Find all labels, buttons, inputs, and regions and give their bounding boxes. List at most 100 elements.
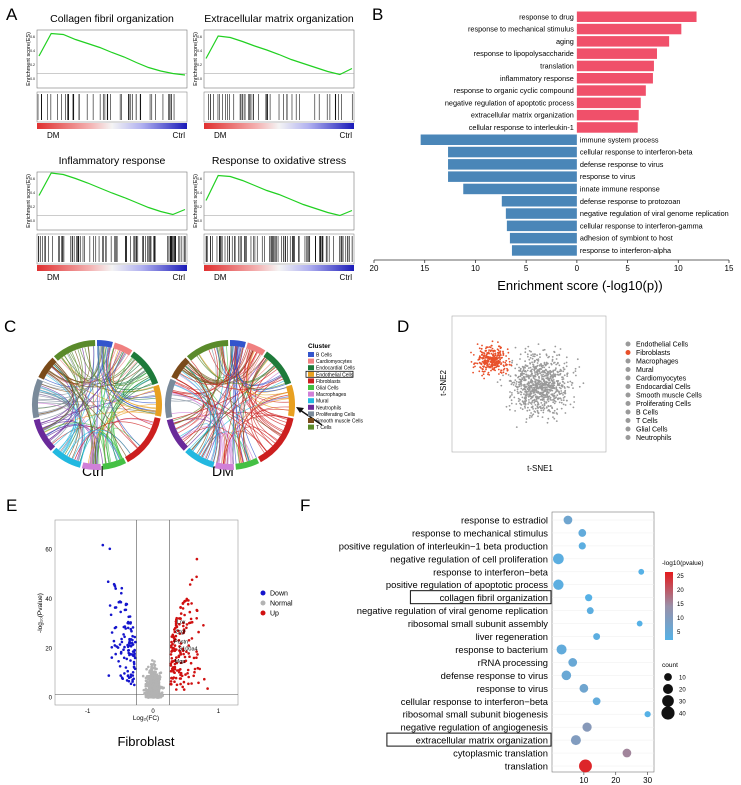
tsne-point-other [549,385,551,388]
chord-link [97,377,150,465]
volcano-point-up [172,635,175,639]
tsne-point-other [520,403,523,406]
tsne-point-other [524,407,526,409]
tsne-point-other [551,411,554,414]
volcano-point-up [177,671,181,674]
volcano-point-up [171,633,175,637]
volcano-point-down [124,602,128,606]
tsne-point-other [543,379,546,382]
volcano-point-up [175,688,178,691]
tsne-point-other [562,370,565,373]
tsne-point-other [538,379,541,382]
tsne-point-other [545,353,548,356]
volcano-point-down [106,580,110,583]
volcano-point-up [195,617,198,620]
tsne-point-other [566,386,569,388]
tsne-point-other [572,387,574,389]
tsne-point-fibroblast [505,355,507,357]
tsne-point-other [574,370,577,372]
volcano-point-normal [150,664,154,667]
tsne-point-other [540,382,543,384]
volcano-point-down [132,665,136,669]
volcano-point-down [110,631,114,634]
tsne-point-other [527,367,530,369]
bar-up [576,36,670,47]
gsea-tick-label: 0.2 [30,63,35,67]
tsne-point-other [526,353,529,356]
dotplot-size-label: 10 [679,676,686,682]
gsea-tick-label: 0.0 [197,219,202,223]
tsne-point-other [542,411,545,414]
volcano-point-normal [160,686,164,689]
tsne-point-other [525,418,528,420]
gsea-es-curve [205,35,353,76]
volcano-point-up [189,661,193,665]
volcano-point-normal [145,667,148,671]
volcano-point-up [176,629,180,633]
dotplot-point [568,658,578,667]
tsne-point-other [518,366,520,369]
chord-link [236,346,257,458]
volcano-point-normal [152,695,155,699]
bar-up [576,48,657,59]
tsne-point-other [565,356,568,359]
chord-legend-label: Proliferating Cells [316,412,356,418]
chord-sector [185,447,215,468]
bar-x-tick-label: 10 [471,264,480,273]
tsne-point-other [547,381,549,384]
chord-legend-swatch [308,398,314,404]
dotplot-term-label: response to estradiol [461,515,548,526]
volcano-point-up [171,646,175,650]
tsne-point-other [546,399,549,401]
tsne-point-other [545,361,548,364]
tsne-legend-label: Endothelial Cells [636,342,689,349]
volcano-point-up [185,626,188,630]
tsne-point-other [543,403,546,406]
tsne-point-other [511,394,513,396]
tsne-point-other [552,375,554,378]
tsne-point-other [496,381,499,383]
tsne-point-other [555,420,558,422]
tsne-point-other [556,408,559,411]
tsne-point-other [539,398,542,401]
chord-sector [286,384,295,417]
tsne-point-other [544,364,547,367]
tsne-point-other [536,370,538,373]
volcano-point-down [109,613,113,617]
tsne-point-fibroblast [505,359,508,362]
volcano-point-down [119,650,123,654]
chord-sector [257,417,294,463]
volcano-point-down [133,683,136,687]
tsne-point-other [557,390,560,393]
volcano-point-normal [150,691,153,695]
volcano-point-down [131,671,135,674]
tsne-point-other [523,366,526,368]
tsne-point-other [547,417,550,420]
chord-link [255,409,289,442]
tsne-point-other [527,376,530,379]
dotplot-color-title: -log10(pvalue) [662,560,704,567]
chord-link [233,346,249,462]
chord-legend-label: T Cells [316,425,332,431]
chord-legend-swatch [308,411,314,417]
chord-legend-swatch [308,424,314,430]
tsne-point-other [510,402,513,405]
bar-category-label: response to interferon-alpha [580,246,672,255]
tsne-point-other [533,398,536,401]
volcano-point-down [133,652,136,656]
tsne-legend-dot [625,401,631,406]
chord-legend-swatch [308,378,314,384]
gsea-tick-label: 0.2 [197,205,202,209]
tsne-point-other [552,416,554,418]
tsne-point-other [539,367,542,370]
tsne-point-other [532,413,535,416]
gsea-ylabel: Enrichment score(ES) [193,32,199,86]
dotplot-x-tick-label: 30 [643,776,652,785]
tsne-point-other [508,405,511,407]
tsne-point-other [554,397,557,399]
tsne-point-other [570,384,573,386]
tsne-point-other [513,389,516,392]
tsne-point-fibroblast [478,347,481,350]
tsne-point-other [557,384,560,387]
volcano-point-normal [153,660,156,663]
